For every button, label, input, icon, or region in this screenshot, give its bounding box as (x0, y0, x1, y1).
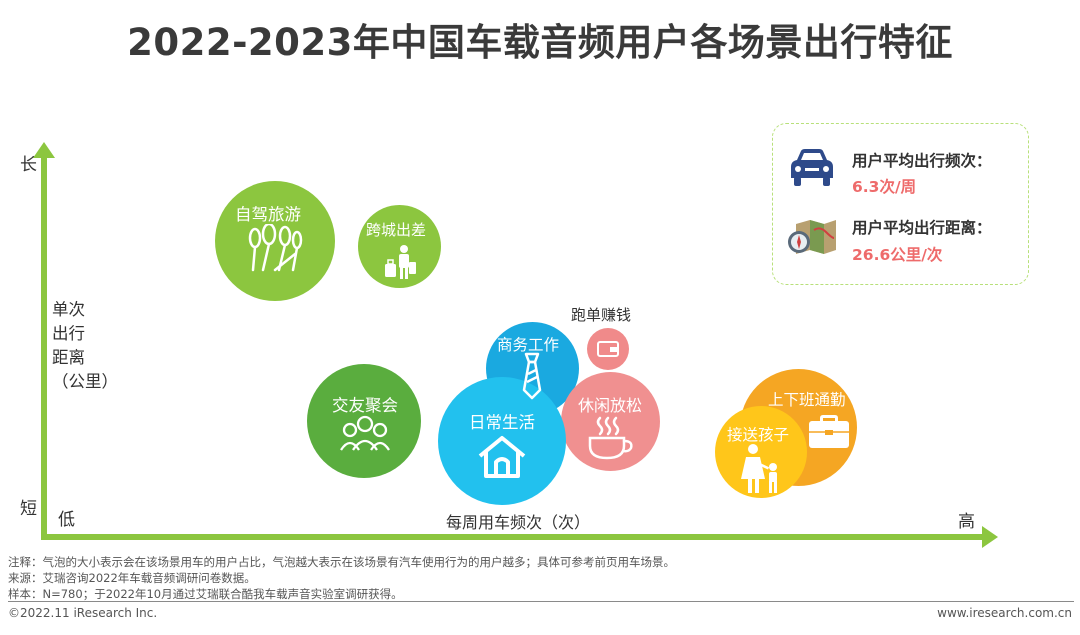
bubble-leisure (561, 372, 660, 471)
footer-divider (8, 601, 1074, 602)
bubble-social-gathering (307, 364, 421, 478)
bubble-school-run (715, 406, 807, 498)
bubble-label-ride-hailing: 跑单赚钱 (571, 306, 632, 324)
legend-distance-label: 用户平均出行距离： (852, 219, 992, 237)
footer-website: www.iresearch.com.cn (937, 606, 1072, 620)
bubble-ride-hailing (587, 328, 629, 370)
bubble-daily-life (438, 377, 566, 505)
x-axis-title: 每周用车频次（次） (446, 513, 591, 532)
map-compass-icon (788, 220, 836, 254)
trees-icon (248, 224, 303, 272)
necktie-icon (522, 352, 542, 400)
bubble-label-leisure: 休闲放松 (578, 396, 643, 415)
coffee-cup-icon (588, 416, 633, 460)
legend-frequency-value: 6.3次/周 (852, 178, 917, 196)
footnote-source: 来源：艾瑞咨询2022年车载音频调研问卷数据。 (8, 571, 256, 585)
briefcase-icon (809, 415, 849, 448)
y-axis-title: 单次 出行 距离 （公里） (52, 300, 118, 391)
people-group-icon (340, 415, 390, 451)
x-axis-arrow (982, 526, 998, 548)
bubble-label-daily-life: 日常生活 (469, 413, 535, 432)
wallet-icon (597, 341, 619, 357)
footnote-sample: 样本：N=780；于2022年10月通过艾瑞联合酷我车载声音实验室调研获得。 (8, 587, 403, 601)
car-icon (791, 149, 833, 186)
bubble-label-business-trip: 跨城出差 (366, 221, 427, 239)
bubble-label-self-driving-travel: 自驾旅游 (235, 205, 301, 224)
bubble-label-commute: 上下班通勤 (768, 391, 846, 409)
bubble-label-social-gathering: 交友聚会 (332, 396, 398, 415)
page-title: 2022-2023年中国车载音频用户各场景出行特征 (127, 21, 953, 64)
footer-copyright: ©2022.11 iResearch Inc. (8, 606, 158, 620)
legend-box (772, 123, 1029, 285)
y-axis-low-label: 短 (20, 499, 37, 519)
y-axis-high-label: 长 (20, 155, 37, 175)
bubble-label-business-work: 商务工作 (497, 336, 560, 354)
y-axis-arrow (33, 142, 55, 158)
x-axis-high-label: 高 (958, 512, 975, 532)
traveler-luggage-icon (385, 245, 416, 279)
legend-frequency-label: 用户平均出行频次： (852, 152, 992, 170)
footnote-note: 注释：气泡的大小表示会在该场景用车的用户占比，气泡越大表示在该场景有汽车使用行为… (8, 555, 675, 569)
parent-child-icon (741, 444, 777, 493)
x-axis-low-label: 低 (58, 510, 75, 530)
bubble-business-trip (358, 205, 441, 288)
bubble-self-driving-travel (215, 181, 335, 301)
bubble-label-school-run: 接送孩子 (727, 426, 790, 444)
house-icon (478, 436, 526, 478)
legend-distance-value: 26.6公里/次 (852, 246, 943, 264)
